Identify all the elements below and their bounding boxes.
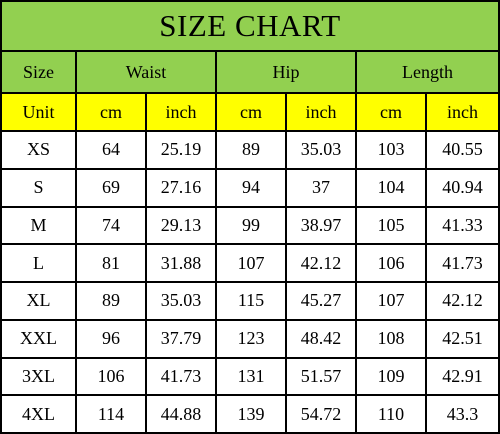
unit-cell: Unit [2,94,75,130]
data-cell: 40.55 [427,132,498,168]
data-cell: 37 [287,169,355,206]
data-cell: 41.73 [147,358,215,395]
data-cell: 41.33 [427,207,498,244]
data-cell: 99 [217,207,285,244]
data-cell: 108 [357,320,425,357]
data-cell: 44.88 [147,396,215,432]
data-cell: 54.72 [287,396,355,432]
data-cell: 109 [357,358,425,395]
data-cell: 42.51 [427,320,498,357]
data-cell: 105 [357,207,425,244]
unit-cell: cm [217,94,285,130]
data-cell: 31.88 [147,245,215,281]
data-cell: L [2,245,75,281]
data-cell: 35.03 [147,283,215,319]
data-cell: 41.73 [427,245,498,281]
data-cell: 38.97 [287,207,355,244]
data-cell: 81 [77,245,145,281]
data-cell: 131 [217,358,285,395]
data-cell: 40.94 [427,169,498,206]
data-cell: 45.27 [287,283,355,319]
data-cell: 37.79 [147,320,215,357]
header-cell: Waist [77,52,215,92]
data-cell: 107 [217,245,285,281]
title: SIZE CHART [2,2,498,50]
data-cell: M [2,207,75,244]
data-cell: 123 [217,320,285,357]
data-cell: XXL [2,320,75,357]
data-cell: 96 [77,320,145,357]
data-cell: 115 [217,283,285,319]
unit-cell: cm [77,94,145,130]
data-cell: 94 [217,169,285,206]
data-cell: 29.13 [147,207,215,244]
data-cell: 104 [357,169,425,206]
data-cell: 42.12 [287,245,355,281]
data-cell: S [2,169,75,206]
data-cell: 107 [357,283,425,319]
data-cell: 114 [77,396,145,432]
data-cell: 89 [77,283,145,319]
data-cell: 89 [217,132,285,168]
data-cell: 69 [77,169,145,206]
data-cell: 106 [77,358,145,395]
data-cell: XS [2,132,75,168]
data-cell: 3XL [2,358,75,395]
unit-cell: inch [147,94,215,130]
unit-cell: inch [287,94,355,130]
data-cell: 64 [77,132,145,168]
data-cell: 139 [217,396,285,432]
header-cell: Length [357,52,498,92]
data-cell: 42.12 [427,283,498,319]
header-cell: Size [2,52,75,92]
data-cell: 74 [77,207,145,244]
data-cell: 51.57 [287,358,355,395]
unit-cell: inch [427,94,498,130]
data-cell: 35.03 [287,132,355,168]
header-cell: Hip [217,52,355,92]
data-cell: 42.91 [427,358,498,395]
data-cell: 43.3 [427,396,498,432]
data-cell: 103 [357,132,425,168]
data-cell: 48.42 [287,320,355,357]
data-cell: XL [2,283,75,319]
data-cell: 4XL [2,396,75,432]
data-cell: 110 [357,396,425,432]
unit-cell: cm [357,94,425,130]
data-cell: 27.16 [147,169,215,206]
data-cell: 25.19 [147,132,215,168]
data-cell: 106 [357,245,425,281]
